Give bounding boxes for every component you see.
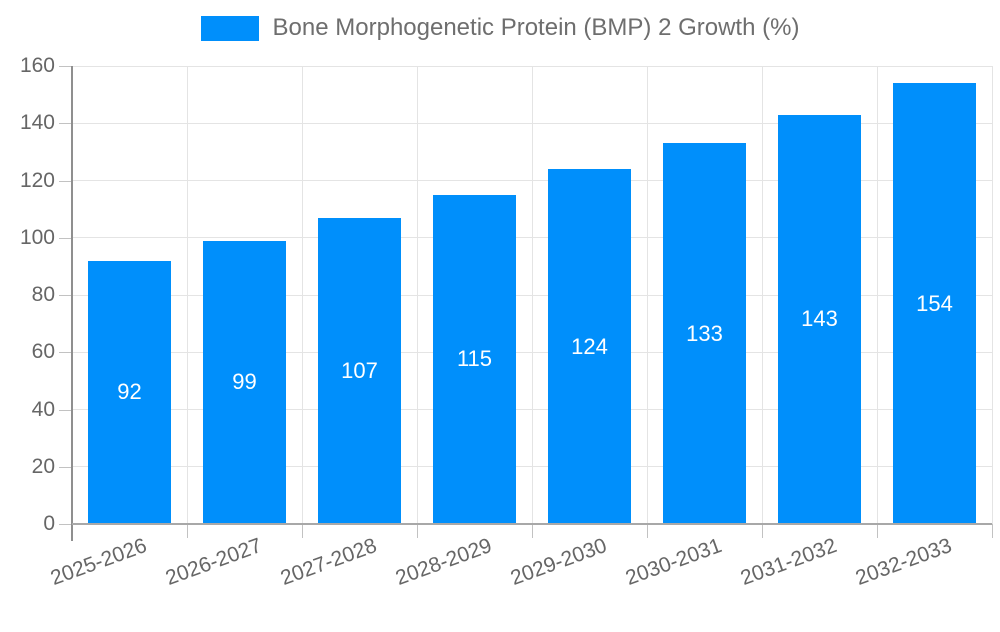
- bar[interactable]: [778, 114, 861, 524]
- x-gridline: [876, 66, 878, 524]
- x-axis-tick-label: 2031-2032: [737, 534, 840, 590]
- y-axis-tick-label: 60: [31, 340, 55, 364]
- bar-value-label: 124: [571, 333, 608, 359]
- bar-value-label: 99: [232, 369, 257, 395]
- y-axis-tick-label: 100: [19, 225, 55, 249]
- x-axis-tick-label: 2027-2028: [277, 534, 380, 590]
- legend-label: Bone Morphogenetic Protein (BMP) 2 Growt…: [272, 14, 800, 41]
- x-tick: [302, 524, 303, 538]
- y-tick: [59, 409, 72, 411]
- x-tick: [877, 524, 878, 538]
- y-tick: [59, 524, 72, 525]
- x-gridline: [416, 66, 418, 524]
- bar[interactable]: [318, 217, 401, 524]
- bar-value-label: 115: [456, 346, 493, 372]
- y-axis-tick-label: 80: [31, 283, 55, 306]
- x-tick: [992, 524, 993, 538]
- y-axis-tick-label: 40: [31, 397, 55, 421]
- bar[interactable]: [433, 194, 516, 524]
- y-axis-tick-label: 0: [43, 512, 55, 535]
- bar[interactable]: [663, 143, 746, 524]
- y-axis-tick-label: 140: [19, 111, 55, 135]
- y-axis-line: [71, 66, 73, 541]
- y-tick: [59, 180, 72, 182]
- bar[interactable]: [203, 240, 286, 524]
- bar-value-label: 133: [686, 320, 723, 346]
- y-tick: [59, 66, 72, 67]
- x-tick: [532, 524, 533, 538]
- y-tick: [59, 123, 72, 125]
- x-gridline: [531, 66, 533, 524]
- y-tick: [59, 352, 72, 354]
- x-tick: [647, 524, 648, 538]
- x-gridline: [186, 66, 188, 524]
- y-tick: [59, 295, 72, 296]
- x-tick: [417, 524, 418, 538]
- bar[interactable]: [893, 83, 976, 524]
- x-axis-tick-label: 2030-2031: [622, 534, 725, 590]
- x-axis-tick-label: 2032-2033: [852, 534, 955, 590]
- bar-value-label: 92: [117, 379, 142, 405]
- chart-legend[interactable]: Bone Morphogenetic Protein (BMP) 2 Growt…: [0, 14, 1000, 42]
- bar[interactable]: [548, 169, 631, 524]
- x-gridline: [761, 66, 763, 524]
- bar-chart: Bone Morphogenetic Protein (BMP) 2 Growt…: [0, 14, 1000, 590]
- x-axis-tick-label: 2029-2030: [507, 534, 610, 590]
- x-axis-tick-label: 2028-2029: [392, 534, 495, 590]
- bar-value-label: 154: [916, 290, 953, 316]
- y-axis-tick-label: 120: [19, 168, 55, 192]
- x-tick: [187, 524, 188, 538]
- x-axis-tick-label: 2026-2027: [162, 534, 265, 590]
- bar-value-label: 107: [341, 357, 378, 383]
- x-gridline: [646, 66, 648, 524]
- bar[interactable]: [88, 260, 171, 524]
- x-axis-line: [72, 523, 992, 525]
- legend-swatch-icon: [200, 15, 259, 41]
- bar-value-label: 143: [801, 306, 838, 332]
- x-tick: [762, 524, 763, 538]
- y-axis-tick-label: 20: [31, 454, 55, 478]
- x-gridline: [991, 66, 993, 524]
- y-tick: [59, 466, 72, 468]
- y-axis-tick-label: 160: [19, 54, 55, 77]
- x-gridline: [301, 66, 303, 524]
- y-tick: [59, 237, 72, 239]
